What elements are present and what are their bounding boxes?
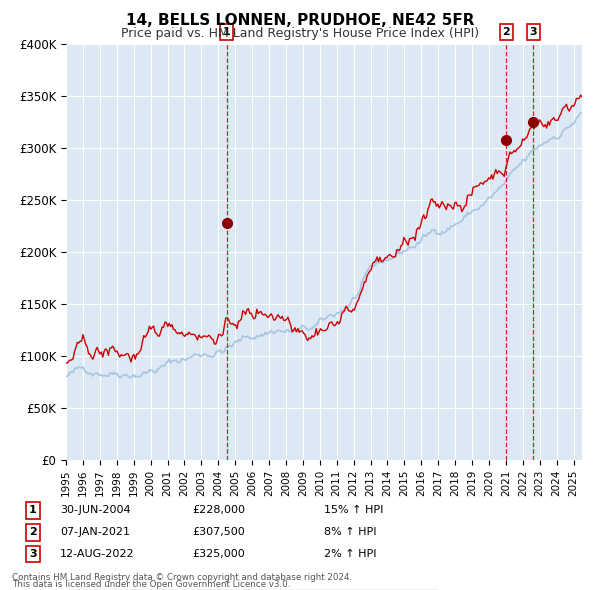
Text: 07-JAN-2021: 07-JAN-2021 bbox=[60, 527, 130, 537]
Text: £228,000: £228,000 bbox=[192, 506, 245, 515]
Text: 2: 2 bbox=[502, 27, 510, 37]
Text: 3: 3 bbox=[529, 27, 537, 37]
Text: Contains HM Land Registry data © Crown copyright and database right 2024.: Contains HM Land Registry data © Crown c… bbox=[12, 573, 352, 582]
Text: £325,000: £325,000 bbox=[192, 549, 245, 559]
Text: 15% ↑ HPI: 15% ↑ HPI bbox=[324, 506, 383, 515]
Text: £307,500: £307,500 bbox=[192, 527, 245, 537]
Text: 1: 1 bbox=[223, 27, 230, 37]
Text: 2% ↑ HPI: 2% ↑ HPI bbox=[324, 549, 377, 559]
Text: 1: 1 bbox=[29, 506, 37, 515]
Text: 8% ↑ HPI: 8% ↑ HPI bbox=[324, 527, 377, 537]
Text: 30-JUN-2004: 30-JUN-2004 bbox=[60, 506, 131, 515]
Text: 2: 2 bbox=[29, 527, 37, 537]
Text: Price paid vs. HM Land Registry's House Price Index (HPI): Price paid vs. HM Land Registry's House … bbox=[121, 27, 479, 40]
Text: 14, BELLS LONNEN, PRUDHOE, NE42 5FR: 14, BELLS LONNEN, PRUDHOE, NE42 5FR bbox=[126, 13, 474, 28]
Text: 12-AUG-2022: 12-AUG-2022 bbox=[60, 549, 134, 559]
Text: This data is licensed under the Open Government Licence v3.0.: This data is licensed under the Open Gov… bbox=[12, 581, 290, 589]
Text: 3: 3 bbox=[29, 549, 37, 559]
